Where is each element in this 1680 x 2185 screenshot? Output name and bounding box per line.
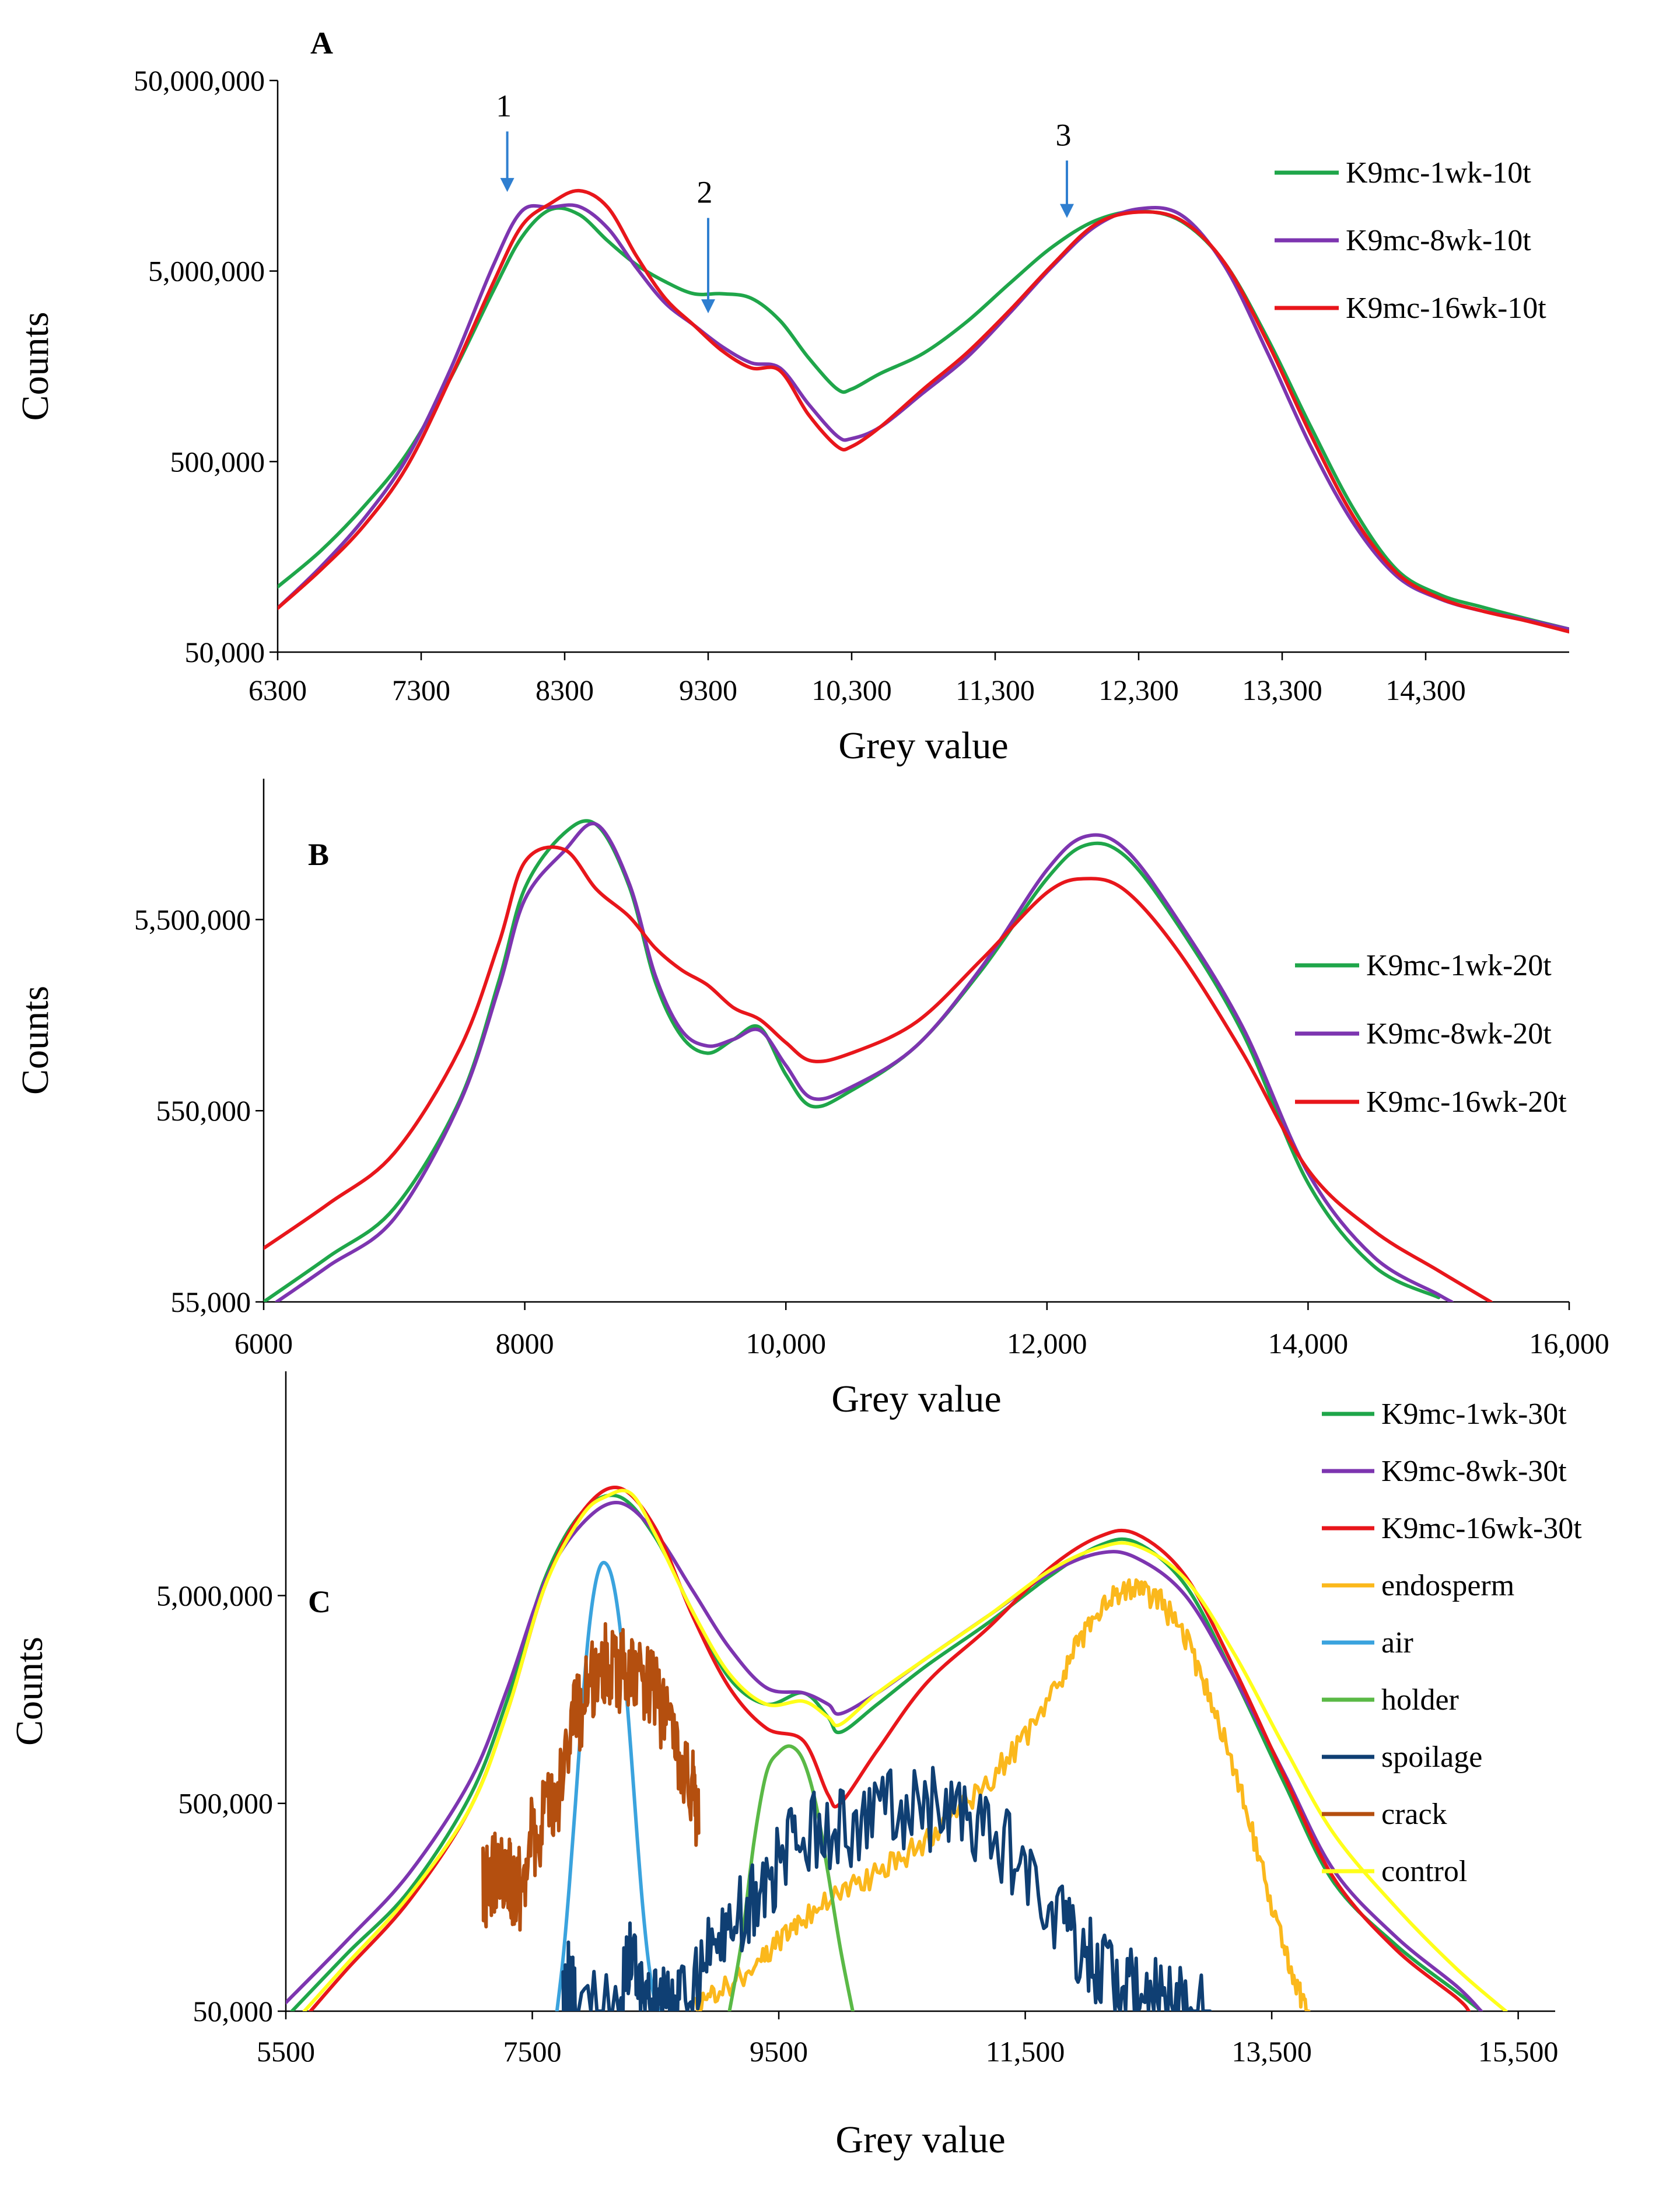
legend-label: K9mc-1wk-30t [1381, 1398, 1567, 1431]
series-line-K9mc-8wk-20t [275, 821, 1454, 1302]
series-line-crack [481, 1622, 701, 1932]
panel-label: A [310, 26, 333, 61]
y-tick-label: 50,000 [185, 636, 265, 668]
y-tick-label: 550,000 [156, 1094, 251, 1127]
legend-label: K9mc-16wk-20t [1366, 1086, 1567, 1119]
x-tick-label: 7300 [392, 674, 450, 706]
x-tick-label: 16,000 [1529, 1327, 1609, 1360]
x-tick-label: 13,500 [1231, 2035, 1312, 2068]
series-line-K9mc-8wk-10t [278, 203, 1569, 631]
y-tick-label: 5,000,000 [148, 255, 265, 288]
legend-label: K9mc-8wk-10t [1346, 224, 1531, 257]
arrow-head [701, 299, 715, 314]
y-tick-label: 500,000 [170, 445, 265, 478]
y-tick-label: 50,000 [193, 1995, 274, 2028]
y-tick-label: 5,500,000 [134, 903, 251, 936]
x-tick-label: 13,300 [1242, 674, 1322, 706]
x-tick-label: 14,000 [1268, 1327, 1349, 1360]
annotation-label: 3 [1056, 117, 1072, 152]
annotation-arrow: 1 [496, 88, 514, 192]
panel-b: 6000 8000 10,000 12,000 14,000 16,000 55,000 55… [14, 779, 1609, 1420]
x-tick-label: 8300 [536, 674, 594, 706]
series-line-K9mc-1wk-10t [278, 206, 1569, 631]
x-tick-label: 11,500 [986, 2035, 1065, 2068]
legend-label: spoilage [1381, 1741, 1482, 1774]
x-axis-title: Grey value [835, 2119, 1005, 2161]
legend-label: endosperm [1381, 1569, 1514, 1602]
y-tick-label: 55,000 [171, 1286, 251, 1318]
annotation-label: 2 [697, 175, 713, 210]
panel-a: 6300 7300 8300 9300 10,300 11,300 12,300 13,300… [14, 26, 1569, 767]
legend: K9mc-1wk-30t K9mc-8wk-30t K9mc-16wk-30t end… [1322, 1398, 1582, 1888]
x-tick-label: 12,000 [1007, 1327, 1087, 1360]
y-axis-title: Counts [8, 1637, 51, 1746]
y-tick-label: 500,000 [178, 1787, 274, 1820]
y-axis-title: Counts [14, 311, 57, 421]
series-line-air [555, 1560, 664, 2011]
x-tick-label: 8000 [496, 1327, 554, 1360]
annotation-label: 1 [496, 88, 512, 123]
x-axis-title: Grey value [838, 724, 1008, 767]
series-line-spoilage [561, 1766, 1212, 2011]
legend-label: control [1381, 1855, 1467, 1888]
x-tick-label: 9500 [750, 2035, 808, 2068]
x-tick-label: 5500 [257, 2035, 315, 2068]
panel-c: 5500 7500 9500 11,500 13,500 15,500 50,000 500,… [8, 1371, 1582, 2161]
x-tick-label: 10,300 [811, 674, 892, 706]
legend-label: air [1381, 1626, 1413, 1659]
x-tick-label: 6000 [235, 1327, 293, 1360]
y-tick-label: 5,000,000 [156, 1579, 273, 1612]
x-tick-label: 10,000 [746, 1327, 826, 1360]
legend-label: holder [1381, 1683, 1459, 1717]
legend-label: crack [1381, 1798, 1447, 1831]
series-group [264, 819, 1493, 1302]
annotation-arrow: 3 [1056, 117, 1074, 218]
series-group [286, 1486, 1508, 2011]
legend-label: K9mc-8wk-20t [1366, 1017, 1552, 1051]
legend-label: K9mc-1wk-20t [1366, 949, 1552, 982]
x-tick-label: 12,300 [1098, 674, 1179, 706]
series-line-K9mc-1wk-30t [290, 1493, 1483, 2011]
legend-label: K9mc-1wk-10t [1346, 156, 1531, 190]
x-tick-label: 15,500 [1478, 2035, 1559, 2068]
x-tick-label: 6300 [249, 674, 307, 706]
annotation-arrow: 2 [697, 175, 715, 314]
x-tick-label: 11,300 [956, 674, 1035, 706]
legend-label: K9mc-16wk-10t [1346, 292, 1546, 325]
series-line-endosperm [691, 1578, 1311, 2011]
x-tick-label: 9300 [679, 674, 737, 706]
panel-label: B [308, 837, 329, 872]
panel-label: C [308, 1584, 331, 1619]
legend: K9mc-1wk-20t K9mc-8wk-20t K9mc-16wk-20t [1295, 949, 1567, 1119]
series-line-K9mc-16wk-20t [264, 845, 1493, 1302]
x-axis-title: Grey value [831, 1378, 1001, 1420]
legend-label: K9mc-16wk-30t [1381, 1512, 1582, 1545]
legend: K9mc-1wk-10t K9mc-8wk-10t K9mc-16wk-10t [1275, 156, 1546, 325]
y-axis-title: Counts [14, 986, 57, 1095]
x-tick-label: 7500 [503, 2035, 562, 2068]
arrow-head [500, 178, 514, 192]
legend-label: K9mc-8wk-30t [1381, 1455, 1567, 1488]
y-tick-label: 50,000,000 [134, 64, 265, 97]
x-tick-label: 14,300 [1385, 674, 1466, 706]
series-line-control [302, 1489, 1508, 2011]
series-group [278, 188, 1569, 633]
series-line-K9mc-16wk-10t [278, 188, 1569, 633]
arrow-head [1060, 204, 1074, 218]
